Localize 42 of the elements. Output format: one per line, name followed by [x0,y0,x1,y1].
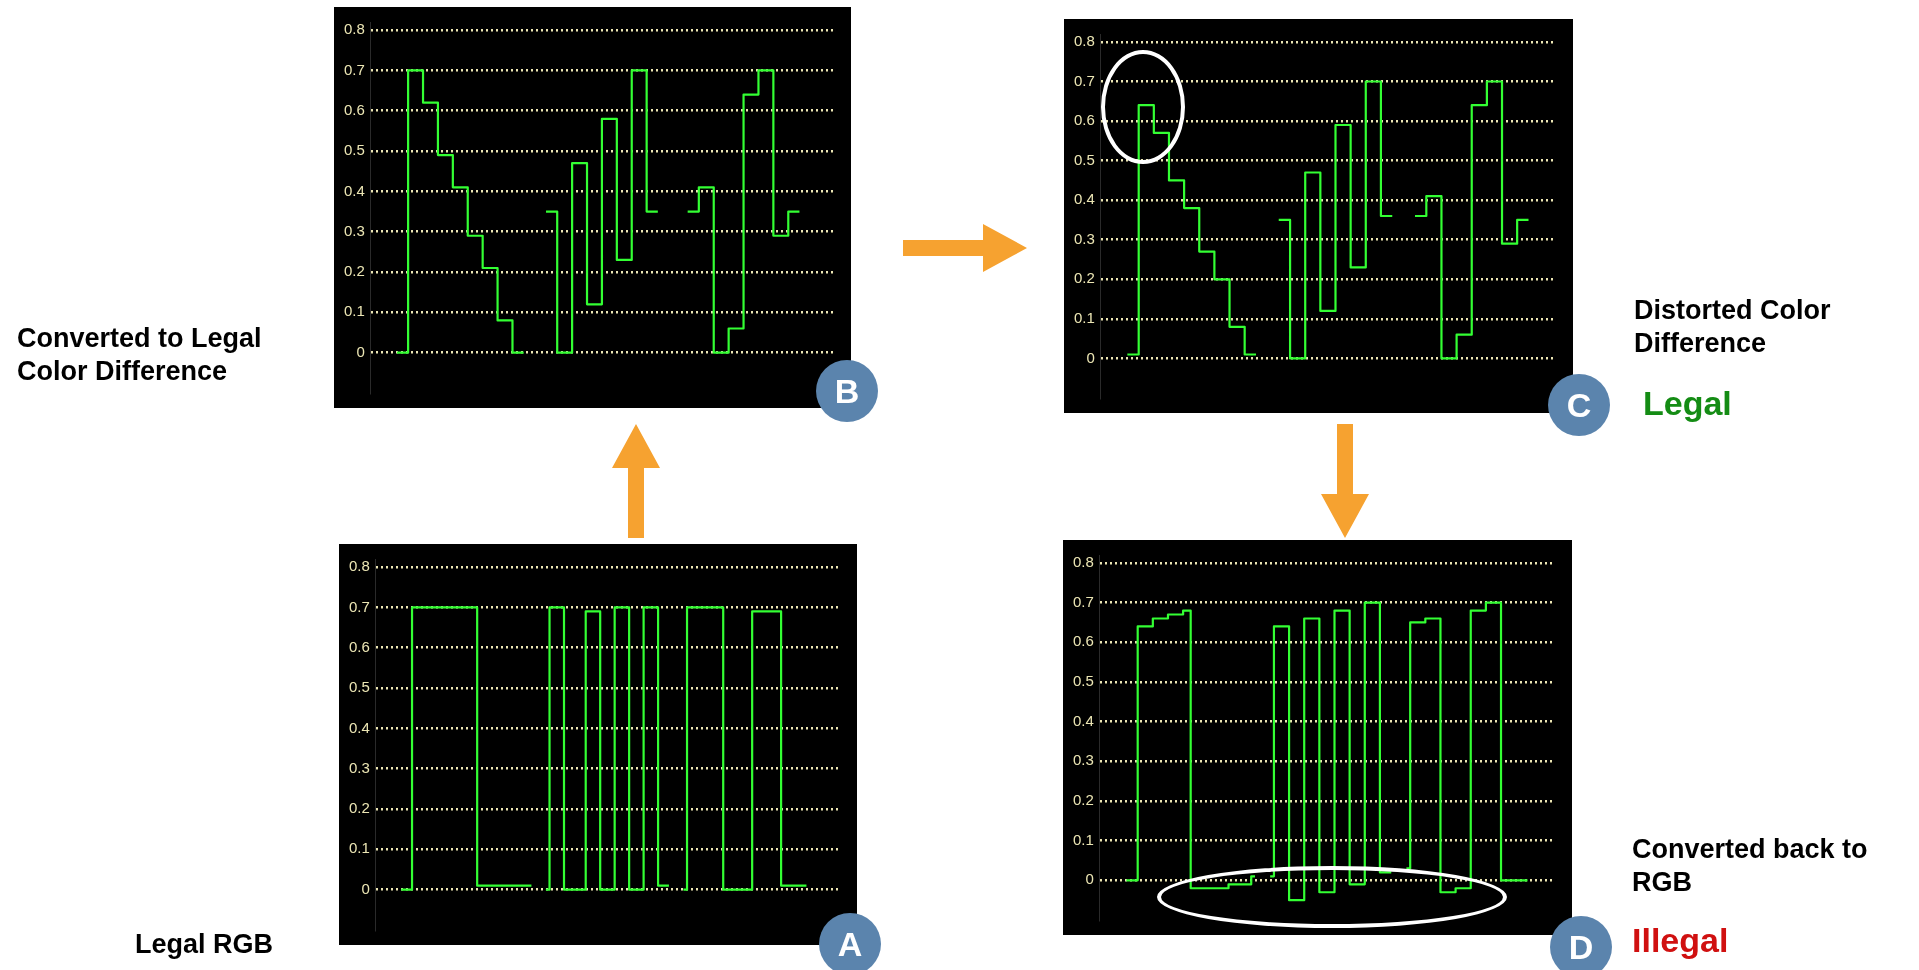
text: Legal [1643,384,1732,423]
y-tick-label: 0.3 [1073,229,1095,247]
y-tick-label: 0.4 [343,181,365,199]
y-tick-label: 0 [361,879,370,897]
y-tick-label: 0.2 [1072,791,1094,809]
y-tick-label: 0.6 [348,637,370,655]
y-tick-label: 0.3 [1072,751,1094,769]
y-tick-label: 0.8 [1072,553,1094,571]
y-tick-label: 0.7 [348,597,370,615]
y-tick-label: 0.5 [1072,672,1094,690]
y-tick-label: 0.6 [1072,632,1094,650]
y-tick-label: 0.1 [1073,309,1095,327]
y-tick-label: 0.1 [343,302,365,320]
y-tick-label: 0.4 [1073,190,1095,208]
y-tick-label: 0.8 [1073,32,1095,50]
y-tick-label: 0.3 [343,221,365,239]
y-tick-label: 0.1 [348,839,370,857]
y-tick-label: 0 [1085,870,1094,888]
y-tick-label: 0.5 [348,678,370,696]
text: Illegal [1632,921,1729,960]
y-tick-label: 0.2 [343,262,365,280]
y-tick-label: 0.2 [348,799,370,817]
y-tick-label: 0.5 [1073,150,1095,168]
text: Converted back to RGB [1632,833,1869,899]
y-tick-label: 0.1 [1072,830,1094,848]
text: Distorted Color Difference [1634,294,1832,360]
y-tick-label: 0.4 [348,718,370,736]
y-tick-label: 0.6 [1073,111,1095,129]
y-tick-label: 0.7 [343,60,365,78]
y-tick-label: 0.4 [1072,711,1094,729]
y-tick-label: 0.6 [343,100,365,118]
y-tick-label: 0 [356,342,365,360]
y-tick-label: 0 [1086,348,1095,366]
text: Converted to Legal Color Difference [17,322,263,388]
y-tick-label: 0.7 [1073,71,1095,89]
y-tick-label: 0.5 [343,141,365,159]
text: Legal RGB [135,928,275,961]
y-tick-label: 0.2 [1073,269,1095,287]
y-tick-label: 0.7 [1072,592,1094,610]
y-tick-label: 0.3 [348,758,370,776]
y-tick-label: 0.8 [348,557,370,575]
y-tick-label: 0.8 [343,20,365,38]
